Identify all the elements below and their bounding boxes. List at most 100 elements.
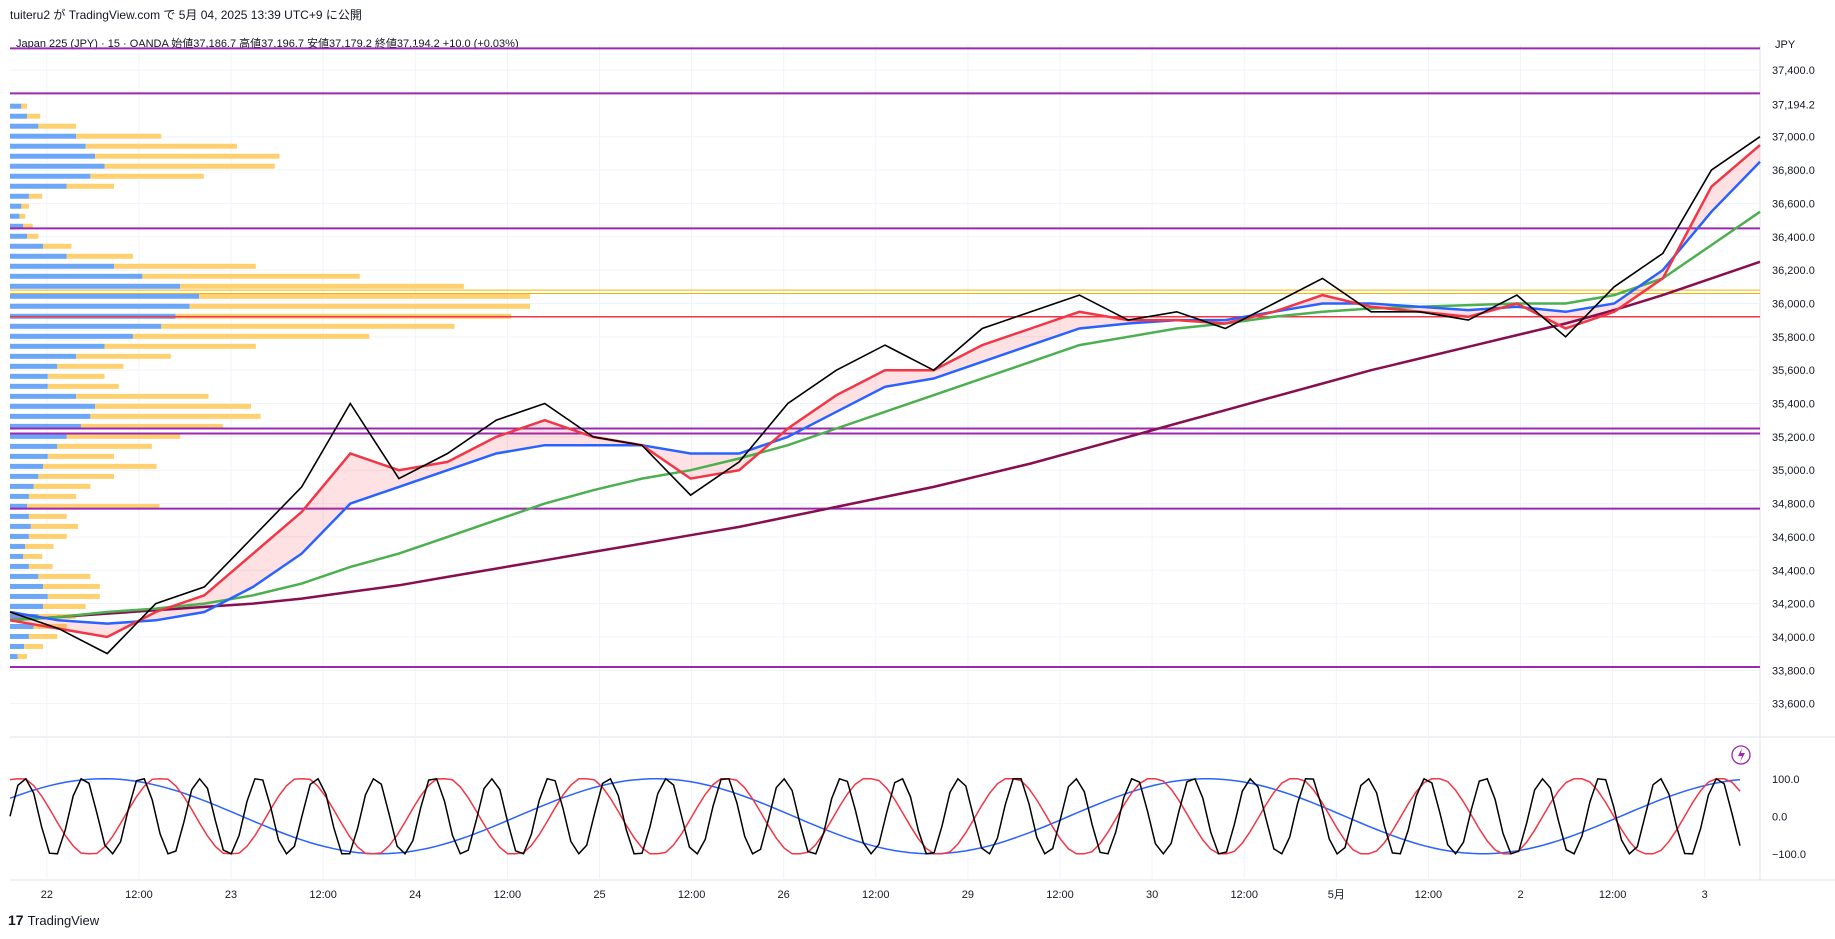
y-tick-label: 35,800.0 — [1772, 332, 1815, 344]
volume-bar-up — [10, 353, 77, 359]
volume-bar-up — [10, 143, 86, 149]
volume-bar-down — [95, 153, 280, 159]
volume-bar-down — [47, 593, 100, 599]
volume-bar-down — [90, 413, 261, 419]
y-tick-label: 34,800.0 — [1772, 499, 1815, 511]
tradingview-brand: TradingView — [27, 912, 100, 928]
y-tick-label: 36,400.0 — [1772, 232, 1815, 244]
y-tick-label: 35,600.0 — [1772, 365, 1815, 377]
volume-bar-up — [10, 603, 44, 609]
volume-bar-up — [10, 253, 67, 259]
volume-bar-down — [142, 273, 360, 279]
volume-bar-up — [10, 123, 39, 129]
volume-bar-up — [10, 503, 28, 509]
volume-bar-down — [43, 463, 157, 469]
x-tick-label: 24 — [409, 889, 421, 901]
volume-bar-up — [10, 153, 96, 159]
lightning-icon-bolt — [1738, 748, 1745, 762]
x-tick-label: 12:00 — [1046, 889, 1074, 901]
volume-bar-down — [66, 183, 114, 189]
volume-bar-up — [10, 283, 181, 289]
oscillator-pane: 100.0 0.0 −100.0 — [9, 774, 1806, 861]
y-tick-label: 33,600.0 — [1772, 699, 1815, 711]
volume-bar-down — [30, 523, 79, 529]
volume-bar-up — [10, 633, 29, 639]
volume-bar-up — [10, 423, 81, 429]
y-tick-label: 34,200.0 — [1772, 599, 1815, 611]
volume-bar-up — [10, 203, 22, 209]
volume-bar-down — [19, 213, 26, 219]
volume-bar-up — [10, 383, 48, 389]
volume-bar-up — [10, 413, 91, 419]
x-tick-label: 23 — [225, 889, 237, 901]
volume-bar-down — [47, 453, 115, 459]
volume-bar-down — [28, 633, 58, 639]
volume-bar-down — [21, 203, 29, 209]
chart-grid — [10, 45, 1835, 881]
volume-bar-up — [10, 303, 190, 309]
volume-bar-down — [33, 483, 91, 489]
volume-bar-up — [10, 223, 24, 229]
volume-bar-down — [76, 393, 209, 399]
osc-slow-line — [9, 778, 1741, 855]
volume-bar-down — [66, 253, 133, 259]
volume-bar-down — [28, 193, 43, 199]
volume-bar-up — [10, 113, 28, 119]
ema-fast-line — [9, 144, 1761, 639]
volume-bar-up — [10, 473, 39, 479]
volume-bar-up — [10, 583, 44, 589]
y-tick-label: 35,000.0 — [1772, 465, 1815, 477]
volume-bar-down — [95, 403, 252, 409]
volume-bar-up — [10, 593, 48, 599]
y-tick-label: 36,600.0 — [1772, 198, 1815, 210]
volume-bar-up — [10, 173, 91, 179]
volume-bar-up — [10, 233, 28, 239]
y-tick-label: 37,400.0 — [1772, 65, 1815, 77]
volume-bar-up — [10, 293, 200, 299]
lightning-icon[interactable] — [1731, 745, 1751, 765]
osc-signal-line — [9, 778, 1741, 855]
volume-bar-down — [21, 103, 28, 109]
volume-bar-down — [80, 423, 223, 429]
symbol-legend: Japan 225 (JPY) · 15 · OANDA 始値37,186.7 … — [16, 38, 519, 50]
ema-long-line — [9, 260, 1761, 622]
volume-bar-down — [180, 283, 464, 289]
volume-bar-down — [85, 143, 237, 149]
volume-bar-down — [38, 473, 115, 479]
volume-bar-up — [10, 373, 48, 379]
x-tick-label: 12:00 — [494, 889, 522, 901]
volume-bar-up — [10, 133, 77, 139]
x-tick-label: 12:00 — [1599, 889, 1627, 901]
volume-bar-down — [43, 243, 72, 249]
volume-bar-up — [10, 483, 34, 489]
volume-bar-up — [10, 433, 67, 439]
x-tick-label: 30 — [1146, 889, 1158, 901]
x-tick-label: 26 — [778, 889, 790, 901]
horizontal-levels — [10, 47, 1760, 668]
volume-bar-up — [10, 653, 18, 659]
volume-bar-up — [10, 213, 20, 219]
volume-bar-up — [10, 493, 29, 499]
volume-bar-down — [27, 503, 160, 509]
x-tick-label: 12:00 — [1415, 889, 1443, 901]
volume-bar-down — [28, 493, 77, 499]
last-price-marker: 37,194.2 — [1772, 99, 1815, 111]
volume-bar-up — [10, 453, 48, 459]
volume-bar-up — [10, 573, 39, 579]
y-tick-label: 36,000.0 — [1772, 298, 1815, 310]
volume-bar-down — [23, 223, 33, 229]
x-tick-label: 22 — [41, 889, 53, 901]
tradingview-footer[interactable]: 17 TradingView — [8, 912, 99, 928]
chart-axes: JPY 37,400.0 37,000.0 36,800.0 36,600.0 36,40… — [41, 39, 1815, 901]
volume-bar-down — [104, 163, 275, 169]
volume-bar-down — [27, 113, 41, 119]
volume-bar-down — [199, 293, 530, 299]
volume-bar-up — [10, 443, 58, 449]
volume-bar-down — [57, 443, 152, 449]
x-tick-label: 12:00 — [862, 889, 890, 901]
volume-profile — [10, 103, 531, 659]
volume-bar-up — [10, 523, 31, 529]
volume-bar-down — [132, 333, 370, 339]
volume-bar-up — [10, 543, 26, 549]
